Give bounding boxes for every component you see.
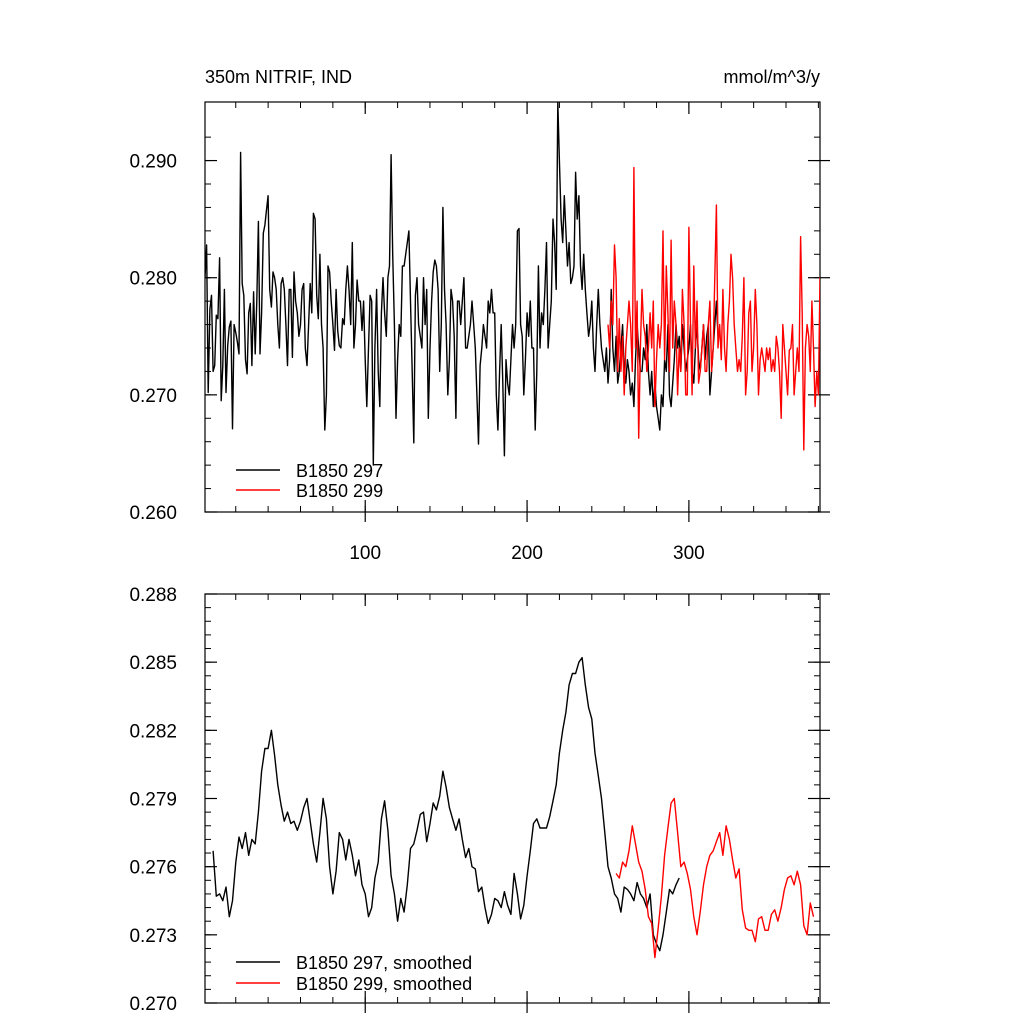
bottom-y-tick-label: 0.273 [129, 926, 177, 947]
top-plot-frame [204, 101, 821, 513]
top-title-right: mmol/m^3/y [724, 67, 820, 87]
top-series-line-red [607, 166, 820, 451]
top-series-lines [205, 102, 820, 466]
bottom-y-tick-label: 0.276 [129, 858, 177, 879]
top-y-tick-label: 0.270 [129, 386, 177, 407]
top-legend-label-red: B1850 299 [296, 481, 383, 501]
top-legend: B1850 297 B1850 299 [236, 461, 383, 501]
top-x-tick-label: 100 [349, 543, 381, 564]
top-x-tick-label: 200 [511, 543, 543, 564]
top-axes: 100 200 300 0.260 0.270 0.280 0.290 [129, 101, 830, 564]
top-legend-label-black: B1850 297 [296, 461, 383, 481]
bottom-y-tick-label: 0.270 [129, 994, 177, 1015]
bottom-axes: 0.270 0.273 0.276 0.279 0.282 0.285 0.288 [129, 585, 830, 1015]
bottom-y-tick-label: 0.279 [129, 790, 177, 811]
bottom-plot-frame [204, 593, 821, 1004]
bottom-series-line-red [615, 797, 815, 959]
bottom-y-tick-label: 0.288 [129, 585, 177, 606]
top-title-left: 350m NITRIF, IND [205, 67, 352, 87]
bottom-legend-label-black: B1850 297, smoothed [296, 953, 472, 973]
top-y-tick-label: 0.290 [129, 152, 177, 173]
bottom-y-tick-label: 0.282 [129, 721, 177, 742]
top-y-tick-label: 0.260 [129, 503, 177, 524]
top-series-line-black [205, 102, 719, 466]
bottom-y-tick-label: 0.285 [129, 653, 177, 674]
bottom-legend-label-red: B1850 299, smoothed [296, 974, 472, 994]
top-panel: 350m NITRIF, IND mmol/m^3/y 100 200 300 0.2… [129, 67, 830, 564]
top-x-tick-label: 300 [673, 543, 705, 564]
bottom-legend: B1850 297, smoothed B1850 299, smoothed [236, 953, 472, 994]
bottom-series-line-black [212, 656, 680, 952]
bottom-series-lines [212, 656, 815, 959]
bottom-panel: 0.270 0.273 0.276 0.279 0.282 0.285 0.288 B185… [129, 585, 830, 1015]
top-y-tick-label: 0.280 [129, 269, 177, 290]
